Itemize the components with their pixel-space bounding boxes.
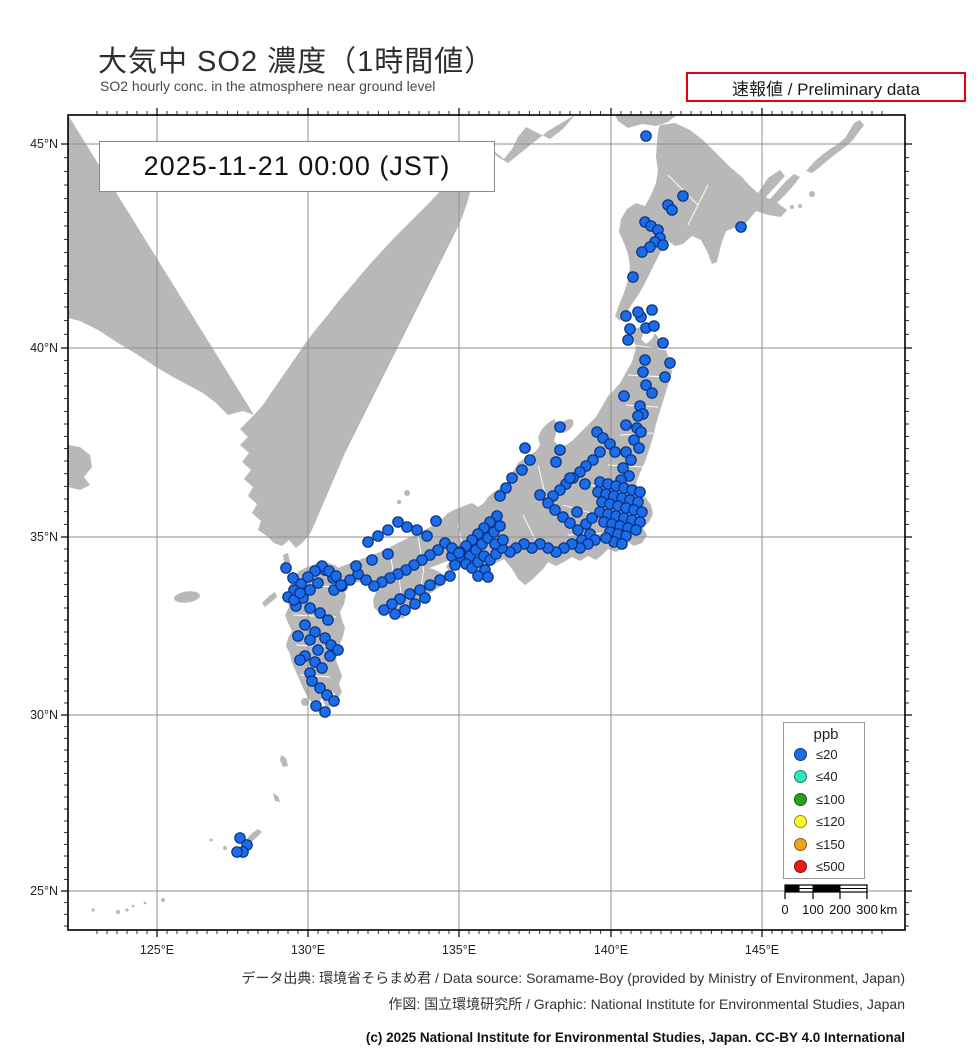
legend-item-label: ≤150 [816,836,845,852]
datetime-label: 2025-11-21 00:00 (JST) [143,151,451,181]
scale-bar-labels: 0 100 200 300 km [781,902,897,917]
datetime-box: 2025-11-21 00:00 (JST) [99,141,495,192]
legend-rows: ≤20 ≤40 ≤100 ≤120 ≤150 ≤500 [794,743,845,878]
preliminary-data-badge: 速報値 / Preliminary data [686,72,966,102]
land-oki [404,490,410,496]
legend-item-label: ≤40 [816,769,838,785]
data-credits: データ出典: 環境省そらまめ君 / Data source: Soramame-… [241,965,905,1017]
land-china-coast [68,445,92,490]
legend: ppb ≤20 ≤40 ≤100 ≤120 ≤150 ≤500 [783,722,865,879]
land-yaeyama-3 [125,908,129,912]
legend-color-dot [794,860,807,874]
legend-item: ≤100 [794,788,845,811]
svg-text:200: 200 [829,902,851,917]
svg-text:45°N: 45°N [30,137,58,151]
map-frame [67,114,906,931]
land-kume [223,846,227,850]
page-title: 大気中 SO2 濃度（1時間値） [98,46,495,78]
legend-item: ≤150 [794,833,845,856]
legend-title: ppb [813,726,839,743]
station-dots [231,130,747,858]
land-jeju [174,591,200,603]
legend-color-dot [794,747,807,761]
svg-text:100: 100 [802,902,824,917]
land-miyako-2 [161,898,165,902]
preliminary-data-label: 速報値 / Preliminary data [732,79,920,99]
land-yakushima [301,698,309,706]
legend-item: ≤40 [794,766,845,789]
land-island-speck [209,838,213,842]
land-yaeyama [91,908,95,912]
svg-text:140°E: 140°E [594,943,628,957]
legend-color-dot [794,770,807,784]
land-oki-2 [396,499,402,505]
legend-item-label: ≤120 [816,814,845,830]
land-hokkaido [615,123,787,321]
land-okinawa-north [273,793,280,802]
svg-text:135°E: 135°E [442,943,476,957]
legend-item: ≤500 [794,856,845,879]
graphic-credit-line: 作図: 国立環境研究所 / Graphic: National Institut… [388,996,905,1012]
svg-text:30°N: 30°N [30,708,58,722]
svg-text:125°E: 125°E [140,943,174,957]
land-habomai-2 [798,204,802,208]
svg-text:35°N: 35°N [30,530,58,544]
legend-item-label: ≤20 [816,746,838,762]
land-shikotan [809,191,815,197]
svg-text:km: km [880,902,897,917]
legend-color-dot [794,815,807,829]
land-yaeyama-2 [116,910,120,914]
land-etorofu [806,120,864,173]
land-amami [280,755,288,767]
scale-bar-graphic: 0 100 200 300 km [781,884,897,917]
svg-text:145°E: 145°E [745,943,779,957]
graticule-gridlines [68,115,905,930]
legend-item-label: ≤100 [816,791,845,807]
land-asia-korea [68,115,575,548]
copyright-line: (c) 2025 National Institute for Environm… [365,1030,905,1045]
svg-text:300: 300 [856,902,878,917]
legend-item-label: ≤500 [816,859,845,875]
japan-so2-map: 125°E 130°E 135°E 140°E 145°E 45°N 40°N 35°N 30°… [30,108,912,957]
legend-item: ≤20 [794,743,845,766]
legend-color-dot [794,792,807,806]
map-area: 125°E 130°E 135°E 140°E 145°E 45°N 40°N 35°N 30°… [30,108,912,957]
svg-text:130°E: 130°E [291,943,325,957]
legend-item: ≤120 [794,811,845,834]
svg-text:40°N: 40°N [30,341,58,355]
land-sakhalin [615,115,677,128]
svg-text:0: 0 [781,902,788,917]
page-subtitle: SO2 hourly conc. in the atmosphere near … [100,78,436,94]
data-source-line: データ出典: 環境省そらまめ君 / Data source: Soramame-… [241,970,905,986]
scale-bar: 0 100 200 300 km [768,882,928,920]
land-miyako [143,901,147,905]
land-habomai [790,205,794,209]
land-yaeyama-4 [131,904,135,908]
svg-text:25°N: 25°N [30,884,58,898]
land-goto [262,592,277,607]
legend-color-dot [794,837,807,851]
axis-labels: 125°E 130°E 135°E 140°E 145°E 45°N 40°N 35°N 30°… [30,137,779,957]
